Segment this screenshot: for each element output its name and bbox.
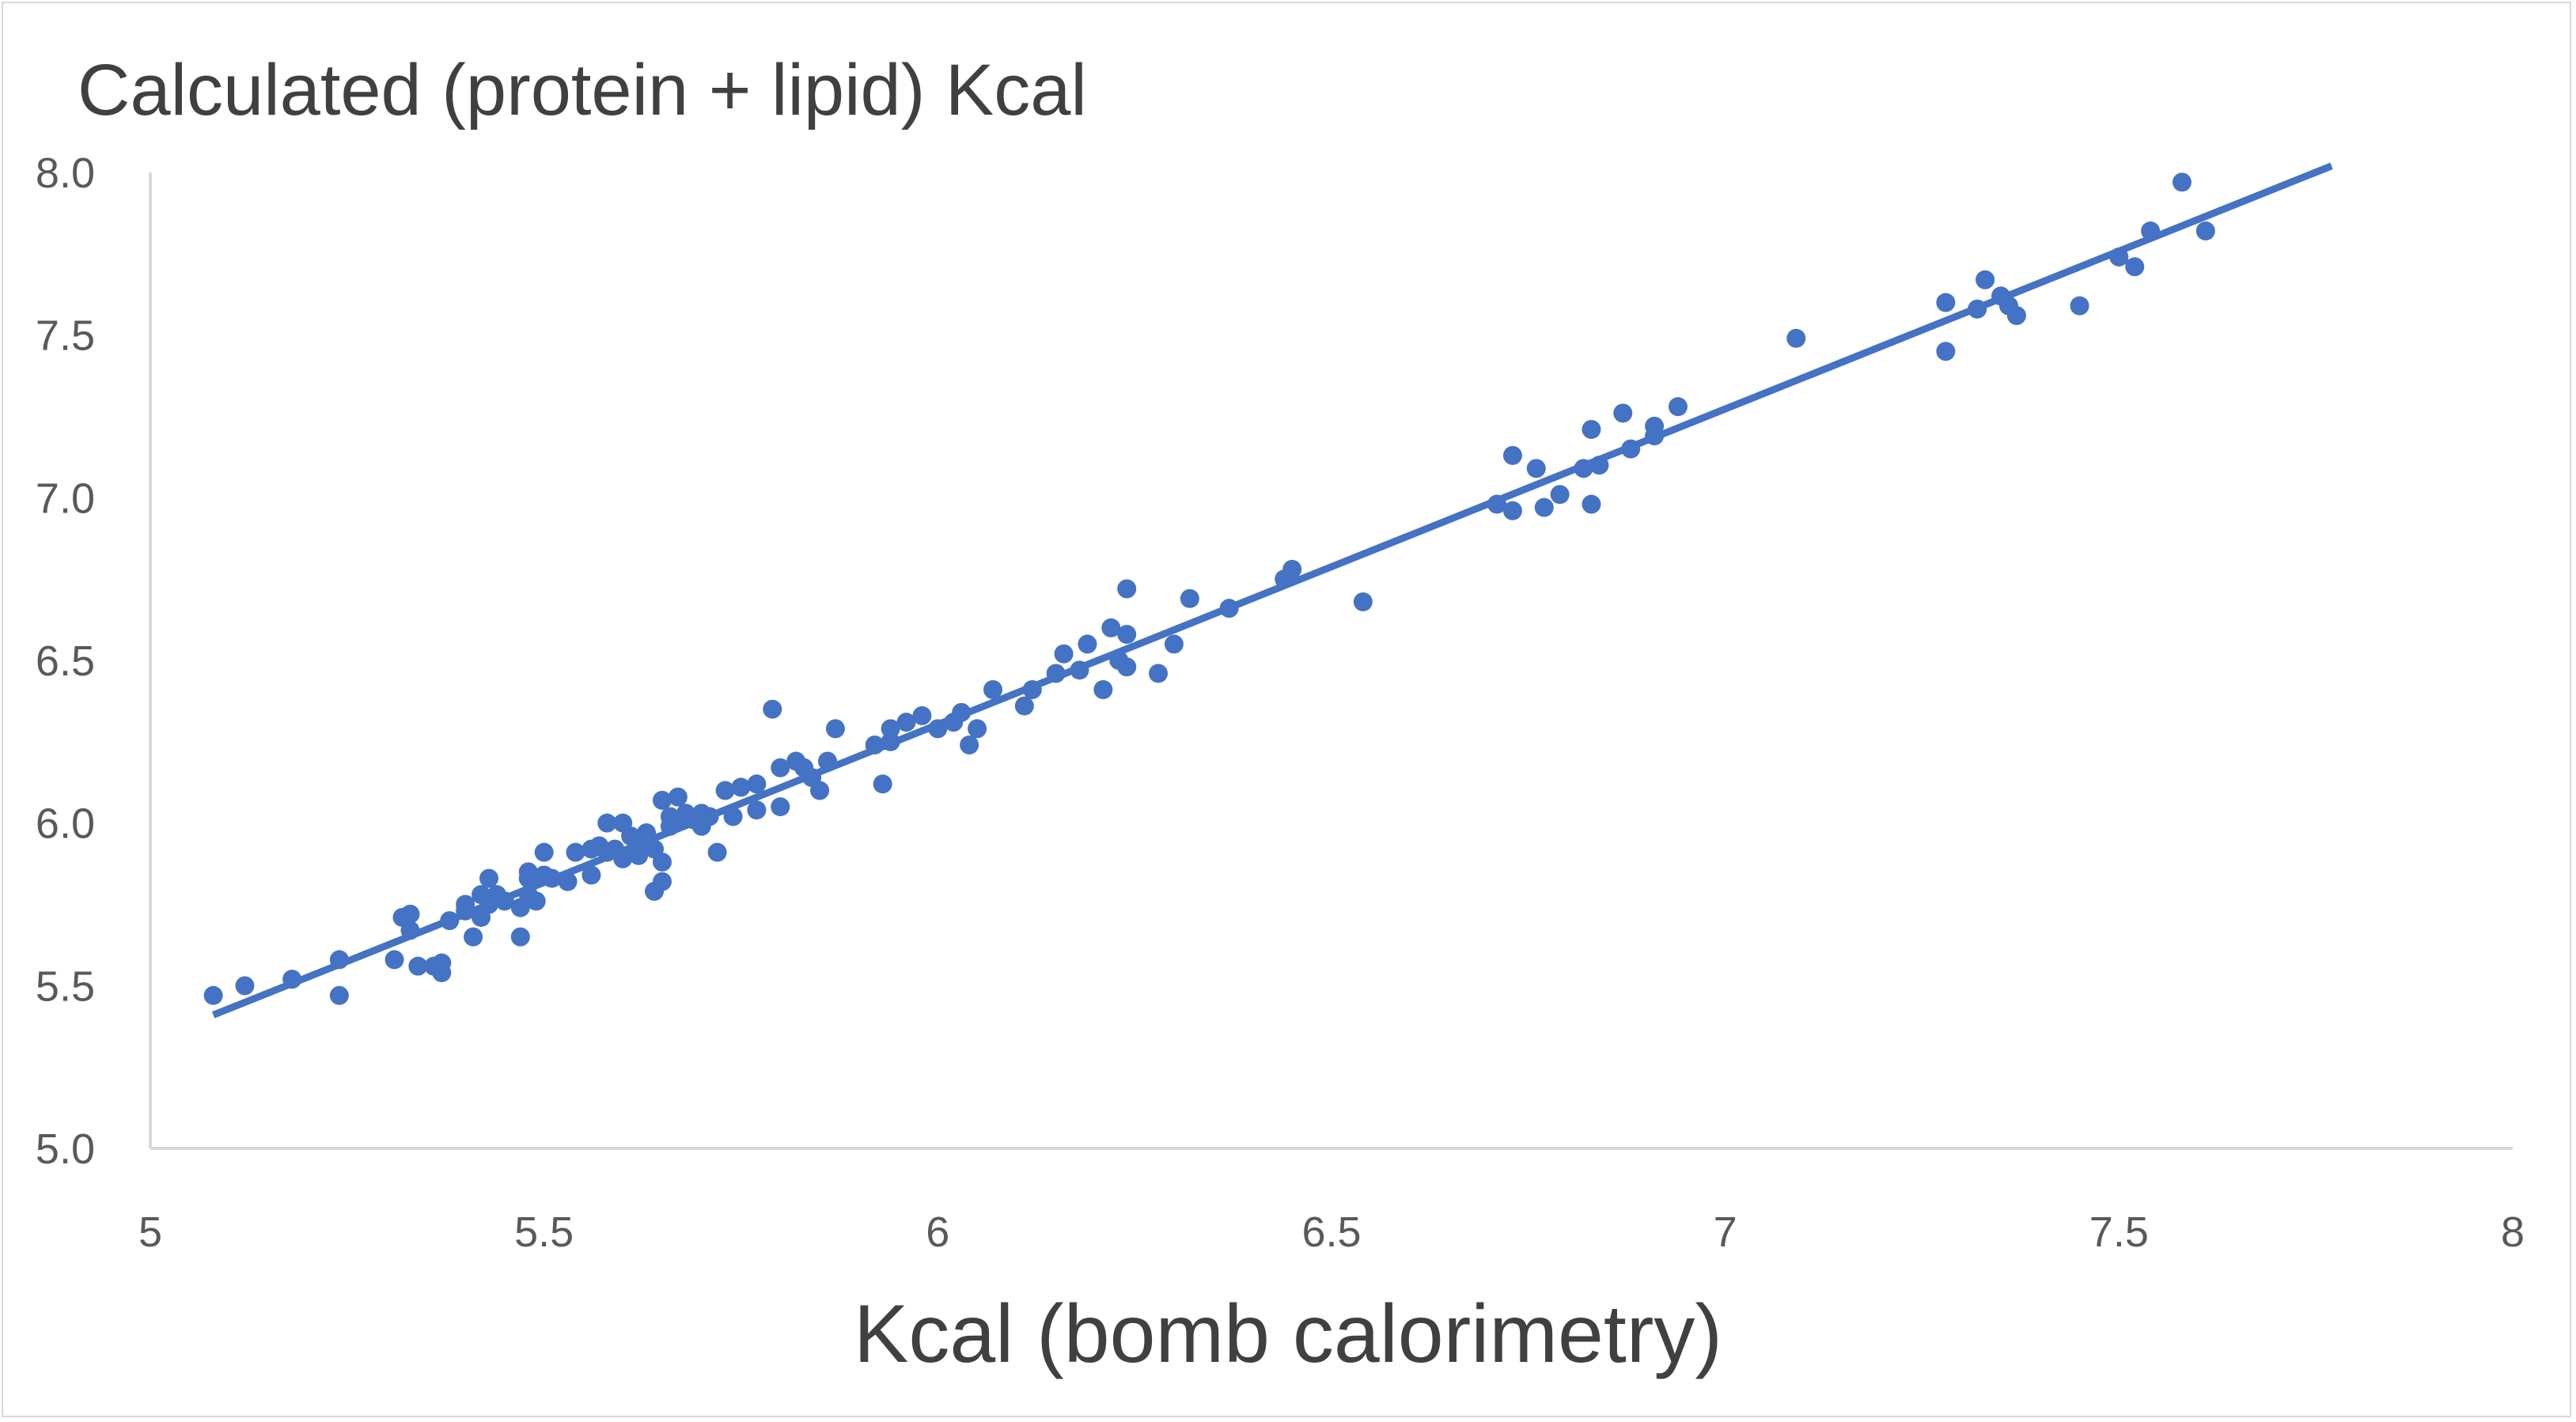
data-point <box>510 927 530 947</box>
data-point <box>1149 664 1169 683</box>
chart-title: Calculated (protein + lipid) Kcal <box>78 50 1087 130</box>
data-point <box>1582 494 1601 514</box>
data-point <box>1180 588 1199 608</box>
trendline-group <box>211 162 2333 1019</box>
data-point <box>2006 305 2026 325</box>
x-tick-label: 7.5 <box>2089 1208 2149 1256</box>
x-tick-label: 6.5 <box>1301 1208 1361 1256</box>
data-point <box>1582 419 1601 439</box>
data-point <box>1534 497 1554 517</box>
y-tick-label: 5.5 <box>36 962 95 1010</box>
y-tick-label: 6.0 <box>36 800 95 848</box>
data-point <box>2172 172 2191 192</box>
data-point <box>715 781 735 800</box>
data-point <box>763 699 782 719</box>
data-point <box>1117 625 1137 645</box>
data-point <box>810 781 830 800</box>
x-tick-label: 5 <box>138 1208 162 1256</box>
data-point <box>1502 445 1522 465</box>
trendline <box>211 162 2333 1019</box>
data-point <box>1526 459 1546 478</box>
data-point <box>825 719 845 739</box>
data-point <box>1117 579 1137 599</box>
data-point <box>1101 618 1121 637</box>
data-point <box>668 787 688 807</box>
data-point <box>912 705 932 725</box>
data-point <box>2195 221 2215 241</box>
data-point <box>731 777 751 797</box>
data-point <box>1613 403 1633 423</box>
data-point <box>566 842 585 862</box>
data-point <box>1078 634 1097 654</box>
data-point <box>960 735 979 754</box>
axes <box>149 172 2513 1150</box>
data-point <box>1786 328 1806 348</box>
data-point <box>1668 397 1688 417</box>
data-point <box>1976 270 1995 289</box>
data-point <box>2125 257 2145 277</box>
data-point <box>629 845 649 865</box>
data-point <box>1502 501 1522 520</box>
data-point <box>968 719 987 739</box>
data-point <box>707 842 727 862</box>
data-point <box>400 904 420 924</box>
data-point <box>771 797 790 817</box>
data-point <box>1054 644 1074 664</box>
data-point <box>1282 559 1302 579</box>
y-tick-label: 7.0 <box>36 475 95 522</box>
y-tick-labels: 5.0 5.5 6.0 6.5 7.0 7.5 8.0 <box>36 149 95 1173</box>
data-point <box>479 868 498 888</box>
y-tick-label: 5.0 <box>36 1125 95 1173</box>
data-point <box>1093 680 1113 700</box>
data-point <box>329 985 349 1005</box>
data-point <box>534 842 554 862</box>
x-tick-labels: 5 5.5 6 6.5 7 7.5 8 <box>138 1208 2525 1256</box>
data-point <box>771 758 790 777</box>
data-point <box>526 891 546 911</box>
y-tick-label: 8.0 <box>36 149 95 197</box>
data-points <box>203 172 2215 1005</box>
data-point <box>983 680 1003 700</box>
data-point <box>881 719 900 739</box>
data-point <box>652 790 672 810</box>
y-tick-label: 6.5 <box>36 637 95 685</box>
data-point <box>385 950 404 970</box>
data-point <box>2070 296 2089 316</box>
data-point <box>432 953 452 973</box>
x-axis-title: Kcal (bomb calorimetry) <box>853 1288 1723 1380</box>
data-point <box>1353 592 1373 611</box>
x-tick-label: 8 <box>2501 1208 2525 1256</box>
data-point <box>896 713 916 732</box>
data-point <box>581 865 601 885</box>
data-point <box>235 976 255 996</box>
data-point <box>747 800 767 820</box>
y-tick-label: 7.5 <box>36 312 95 360</box>
data-point <box>747 774 767 794</box>
x-tick-label: 5.5 <box>514 1208 574 1256</box>
data-point <box>1936 342 1956 361</box>
data-point <box>203 985 223 1005</box>
data-point <box>1014 696 1034 716</box>
data-point <box>1117 657 1137 677</box>
data-point <box>1550 485 1570 505</box>
x-tick-label: 6 <box>926 1208 949 1256</box>
data-point <box>597 813 617 833</box>
data-point <box>1936 293 1956 312</box>
data-point <box>873 774 892 794</box>
data-point <box>652 872 672 891</box>
data-point <box>408 956 428 976</box>
data-point <box>518 862 538 882</box>
data-point <box>464 927 483 947</box>
x-tick-label: 7 <box>1714 1208 1737 1256</box>
data-point <box>1164 634 1184 654</box>
data-point <box>652 853 672 872</box>
